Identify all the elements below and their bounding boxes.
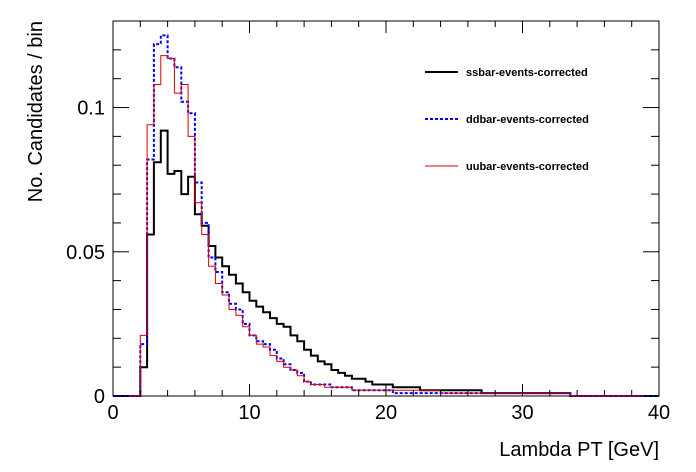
legend-label: ssbar-events-corrected <box>466 67 588 79</box>
series-layer <box>113 34 659 397</box>
legend: ssbar-events-corrected ddbar-events-corre… <box>425 67 589 173</box>
x-tick-label: 30 <box>511 402 533 424</box>
axes-layer: 0 10 20 30 40 0 0.05 0.1 <box>66 20 670 424</box>
y-tick-label: 0.05 <box>66 242 105 264</box>
y-axis-label: No. Candidates / bin <box>25 21 47 202</box>
legend-label: uubar-events-corrected <box>466 161 589 173</box>
series-ddbar-events-corrected <box>113 34 659 397</box>
series-uubar-events-corrected <box>113 55 659 397</box>
x-tick-label: 10 <box>238 402 260 424</box>
legend-entry-ddbar-events-corrected: ddbar-events-corrected <box>425 114 589 126</box>
series-line-uubar-events-corrected <box>113 55 659 397</box>
x-tick-label: 40 <box>648 402 670 424</box>
legend-label: ddbar-events-corrected <box>466 114 589 126</box>
y-tick-label: 0.1 <box>77 98 105 120</box>
x-tick-label: 0 <box>107 402 118 424</box>
x-axis-label: Lambda PT [GeV] <box>499 439 659 461</box>
x-tick-label: 20 <box>375 402 397 424</box>
series-line-ddbar-events-corrected <box>113 34 659 397</box>
legend-entry-uubar-events-corrected: uubar-events-corrected <box>425 161 589 173</box>
y-tick-label: 0 <box>94 386 105 408</box>
legend-entry-ssbar-events-corrected: ssbar-events-corrected <box>425 67 588 79</box>
